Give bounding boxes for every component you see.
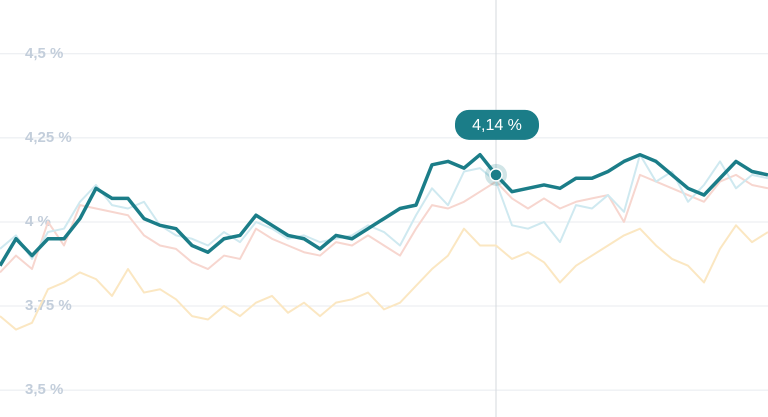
y-tick-label: 4 % bbox=[25, 213, 51, 230]
series-line bbox=[0, 173, 768, 274]
series-line bbox=[0, 224, 768, 331]
tooltip-label: 4,14 % bbox=[472, 117, 522, 134]
y-tick-label: 3,75 % bbox=[25, 297, 72, 314]
hover-point bbox=[489, 168, 503, 182]
series-line bbox=[0, 152, 768, 267]
tooltip-box bbox=[455, 109, 539, 140]
y-tick-label: 3,5 % bbox=[25, 381, 63, 398]
y-tick-label: 4,5 % bbox=[25, 45, 63, 62]
y-tick-label: 4,25 % bbox=[25, 129, 72, 146]
